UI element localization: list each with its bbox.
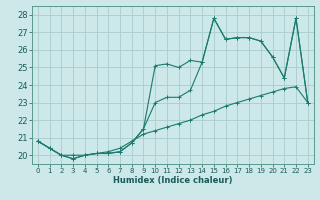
- X-axis label: Humidex (Indice chaleur): Humidex (Indice chaleur): [113, 176, 233, 185]
